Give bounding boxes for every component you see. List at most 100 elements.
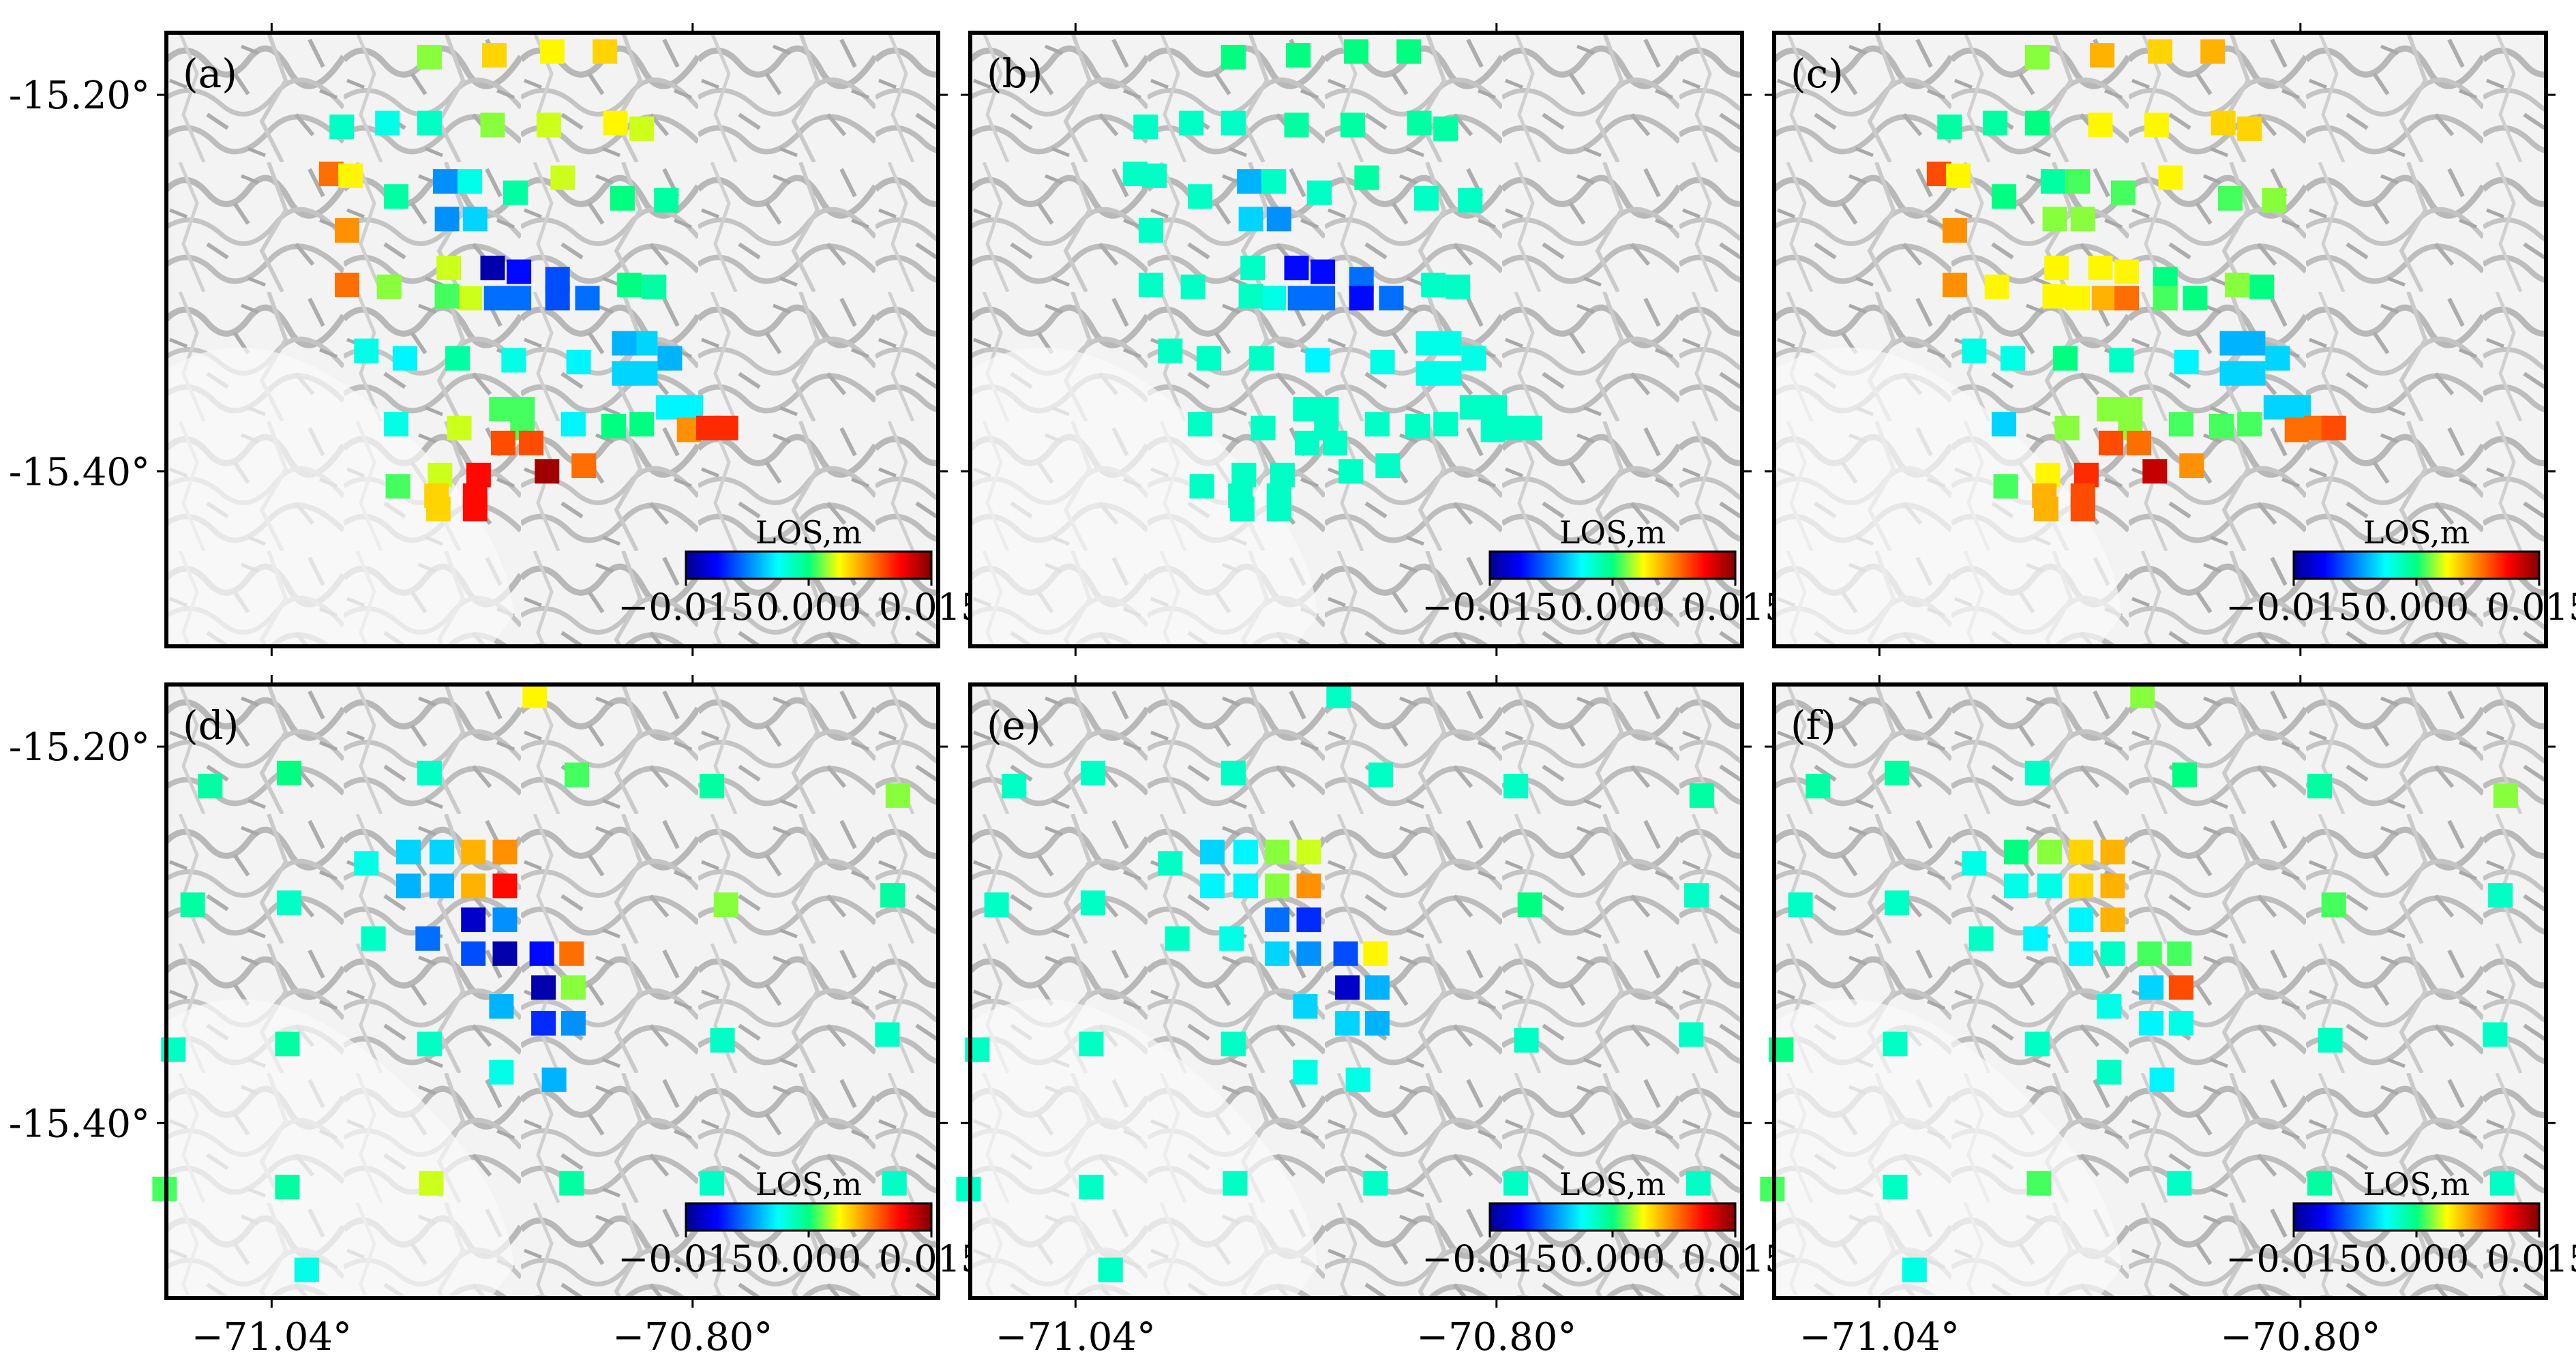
y-tick-label: -15.40°: [9, 450, 150, 494]
los-point: [885, 783, 910, 808]
los-point: [1158, 338, 1183, 363]
los-point: [1885, 890, 1910, 916]
colorbar-tick-label: 0.000: [2364, 1237, 2470, 1280]
los-point: [1993, 474, 2018, 499]
map-panel: -15.20° -15.40° (a) LOS,m−0.015 0.000 0.015: [9, 23, 984, 656]
los-point: [1482, 395, 1508, 420]
los-point: [1684, 883, 1709, 908]
los-point: [1517, 892, 1542, 917]
los-point: [2241, 331, 2266, 356]
los-point: [1364, 1010, 1390, 1036]
los-point: [2097, 397, 2122, 422]
los-point: [507, 286, 532, 311]
los-point: [559, 941, 584, 966]
los-point: [531, 975, 556, 1000]
los-point: [2035, 462, 2061, 487]
los-point: [480, 256, 505, 281]
x-tick-label: −71.04°: [192, 1315, 352, 1359]
los-point: [2004, 839, 2028, 864]
los-point: [2054, 415, 2080, 440]
los-point: [2109, 348, 2134, 373]
los-point: [1284, 112, 1309, 138]
los-point: [1405, 414, 1430, 438]
los-point: [1503, 1171, 1529, 1196]
los-point: [489, 1059, 514, 1085]
los-point: [1514, 1027, 1539, 1053]
los-point: [1250, 415, 1276, 440]
los-point: [1266, 496, 1291, 522]
los-point: [2041, 169, 2066, 194]
los-point: [2130, 683, 2155, 708]
los-point: [1433, 412, 1458, 437]
los-point: [1943, 217, 1967, 243]
colorbar-tick-label: −0.015: [618, 586, 754, 629]
los-point: [2073, 462, 2099, 487]
los-point: [2200, 39, 2226, 64]
los-point: [1287, 286, 1313, 311]
los-point: [1413, 185, 1439, 211]
los-point: [1686, 1171, 1711, 1196]
los-point: [2307, 1171, 2333, 1196]
los-point: [1220, 760, 1246, 785]
los-point: [1333, 941, 1358, 966]
los-point: [875, 1022, 900, 1047]
los-point: [1368, 762, 1393, 787]
los-point: [492, 907, 518, 933]
los-point: [1261, 286, 1287, 311]
los-point: [2065, 286, 2091, 311]
los-point: [458, 286, 483, 311]
los-point: [2088, 112, 2113, 138]
los-point: [1983, 110, 2008, 136]
los-point: [2262, 187, 2287, 213]
los-point: [1296, 839, 1321, 864]
los-point: [1238, 284, 1263, 309]
valley-shading: [1774, 347, 2122, 646]
los-point: [2493, 783, 2518, 808]
los-point: [1165, 926, 1190, 951]
los-point: [492, 941, 518, 966]
los-point: [501, 348, 526, 373]
los-point: [2023, 926, 2048, 951]
los-point: [461, 941, 486, 966]
los-point: [1296, 941, 1321, 966]
los-point: [392, 346, 417, 371]
colorbar-tick-label: −0.015: [1422, 586, 1558, 629]
los-point: [1233, 873, 1258, 899]
los-point: [2183, 286, 2208, 311]
los-point: [2139, 1010, 2164, 1036]
los-point: [492, 873, 518, 899]
los-point: [540, 39, 565, 64]
los-point: [1679, 1022, 1704, 1047]
x-tick-label: −70.80°: [612, 1315, 773, 1359]
los-point: [2172, 762, 2197, 787]
los-point: [434, 284, 460, 309]
los-point: [1265, 907, 1290, 933]
los-point: [1689, 783, 1714, 808]
los-point: [1437, 361, 1462, 386]
los-point: [361, 926, 386, 951]
los-point: [2318, 1027, 2343, 1053]
los-point: [593, 39, 618, 64]
los-point: [417, 44, 442, 70]
los-point: [1270, 462, 1295, 487]
los-point: [1788, 892, 1813, 917]
los-point: [1133, 115, 1158, 139]
los-point: [700, 1171, 725, 1196]
los-point: [510, 397, 535, 422]
los-point: [2167, 1171, 2192, 1196]
los-point: [1962, 851, 1987, 876]
los-point: [462, 207, 488, 232]
los-point: [2099, 430, 2123, 455]
los-point: [603, 110, 628, 136]
los-point: [1937, 115, 1962, 139]
los-point: [1286, 43, 1311, 68]
los-point: [1311, 286, 1336, 311]
los-point: [2211, 110, 2236, 136]
los-point: [1416, 361, 1441, 386]
panel-frame: [164, 682, 940, 1300]
los-point: [294, 1257, 319, 1282]
los-point: [2024, 760, 2050, 785]
